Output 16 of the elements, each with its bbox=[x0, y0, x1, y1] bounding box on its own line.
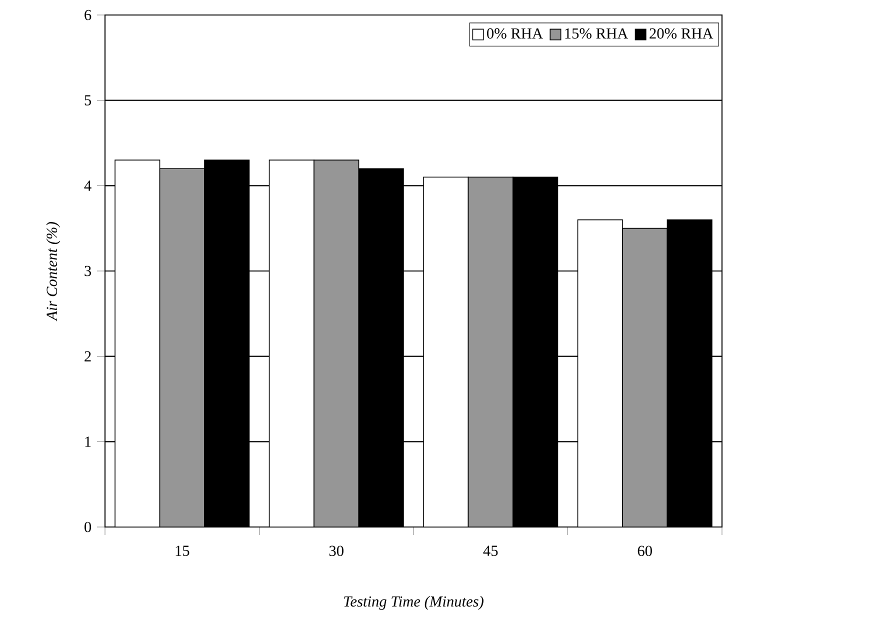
y-tick-label: 5 bbox=[84, 95, 92, 106]
y-tick-label: 4 bbox=[84, 180, 92, 191]
x-tick-label: 45 bbox=[483, 546, 498, 556]
x-tick-label: 60 bbox=[638, 546, 652, 556]
y-tick-label: 2 bbox=[84, 351, 91, 362]
legend-label: 15% RHA bbox=[565, 28, 628, 39]
legend-label: 20% RHA bbox=[650, 28, 714, 39]
x-tick-label: 15 bbox=[176, 546, 190, 556]
x-axis-title: Testing Time (Minutes) bbox=[344, 596, 484, 610]
legend-label: 0% RHA bbox=[487, 28, 543, 39]
y-tick-label: 0 bbox=[84, 522, 92, 532]
y-axis-title: Air Content (%) bbox=[46, 222, 60, 322]
y-tick-label: 6 bbox=[84, 10, 92, 20]
y-tick-label: 3 bbox=[84, 266, 92, 276]
x-tick-label: 30 bbox=[329, 546, 344, 556]
y-tick-label: 1 bbox=[85, 436, 91, 447]
